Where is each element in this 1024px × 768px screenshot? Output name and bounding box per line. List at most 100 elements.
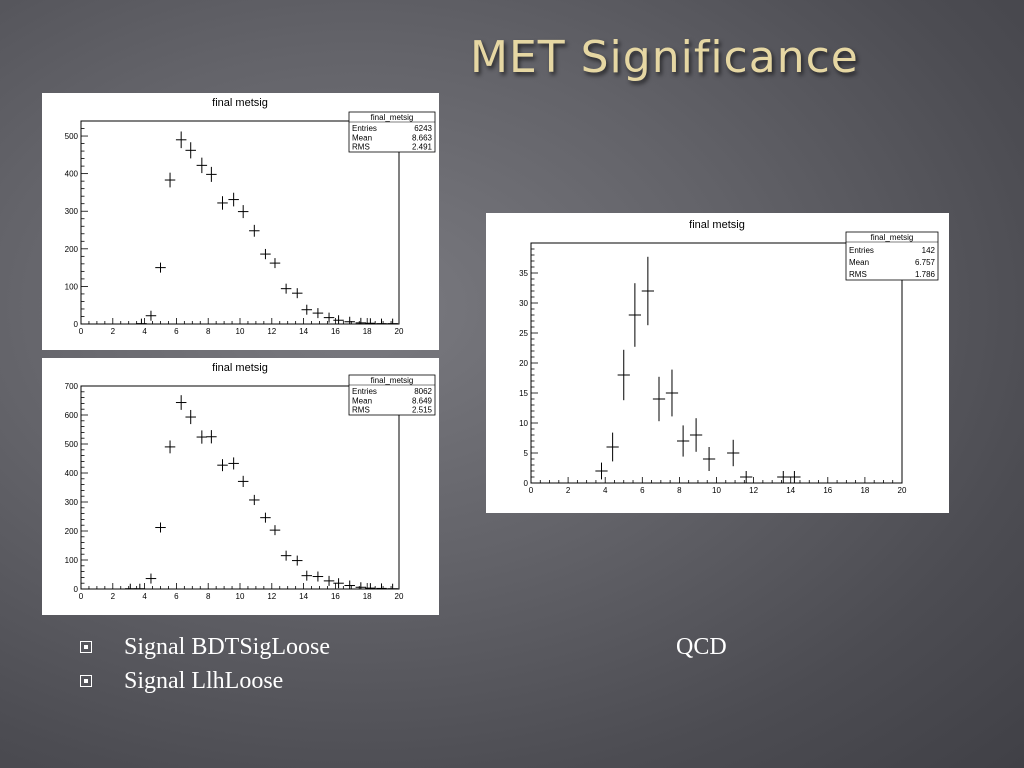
y-tick-label: 700 [65, 382, 79, 391]
data-point [145, 573, 157, 584]
x-tick-label: 18 [363, 592, 372, 601]
data-point [228, 192, 239, 207]
data-point [217, 196, 228, 210]
data-point [134, 583, 146, 590]
qcd-label: QCD [676, 634, 727, 660]
data-point [155, 522, 166, 533]
stats-label: Mean [849, 258, 869, 267]
y-tick-label: 100 [65, 556, 79, 565]
chart-panel-signal-bdtsigloose: final metsig 0 2 4 6 8 10 12 14 16 18 20 0 100 200 300 4… [42, 93, 439, 350]
data-point [269, 258, 281, 269]
data-point [344, 580, 355, 589]
x-tick-label: 12 [267, 592, 276, 601]
stats-value: 8.663 [412, 133, 433, 142]
data-point [689, 418, 703, 452]
data-point [702, 447, 716, 471]
data-point [312, 308, 324, 319]
data-point [249, 494, 260, 506]
data-point [628, 283, 642, 347]
y-tick-label: 35 [519, 269, 528, 278]
x-tick-label: 14 [299, 592, 308, 601]
x-tick-label: 10 [236, 327, 245, 336]
stats-box: final_metsig Entries 8062 Mean 8.649 RMS 2.515 [348, 374, 436, 416]
stats-label: RMS [352, 143, 370, 152]
x-tick-label: 20 [395, 327, 404, 336]
stats-box-name: final_metsig [371, 376, 414, 385]
stats-value: 8.649 [412, 396, 433, 405]
stats-box-name: final_metsig [871, 233, 914, 242]
x-tick-label: 10 [712, 486, 721, 495]
y-tick-label: 600 [65, 411, 79, 420]
y-tick-label: 0 [74, 320, 79, 329]
y-tick-label: 20 [519, 359, 528, 368]
bullet-list: Signal BDTSigLoose Signal LlhLoose [80, 630, 330, 698]
x-tick-label: 10 [236, 592, 245, 601]
stats-label: Entries [352, 124, 377, 133]
y-tick-label: 300 [65, 498, 79, 507]
data-point [788, 471, 801, 483]
y-tick-label: 15 [519, 389, 528, 398]
data-point [665, 369, 679, 417]
data-point [175, 395, 187, 410]
stats-value: 6.757 [915, 258, 936, 267]
data-point [196, 430, 208, 444]
stats-box-name: final_metsig [371, 113, 414, 122]
data-point [206, 166, 217, 182]
data-point [344, 316, 355, 324]
data-point [260, 248, 271, 260]
stats-box-border [348, 374, 436, 416]
x-tick-label: 6 [640, 486, 645, 495]
x-tick-label: 14 [786, 486, 795, 495]
stats-box-border [348, 111, 436, 153]
data-point [175, 131, 187, 149]
x-tick-label: 18 [860, 486, 869, 495]
plot-frame [80, 385, 400, 590]
x-tick-label: 20 [395, 592, 404, 601]
y-tick-label: 100 [65, 282, 79, 291]
x-tick-label: 4 [142, 327, 147, 336]
data-point [312, 571, 324, 582]
data-point [333, 578, 344, 589]
stats-box: final_metsig Entries 6243 Mean 8.663 RMS 2.491 [348, 111, 436, 153]
chart-title: final metsig [212, 362, 268, 374]
data-point [280, 550, 292, 561]
stats-value: 1.786 [915, 270, 936, 279]
y-tick-label: 500 [65, 440, 79, 449]
y-tick-label: 400 [65, 469, 79, 478]
stats-label: Entries [352, 387, 377, 396]
data-point [249, 224, 260, 237]
x-tick-label: 14 [299, 327, 308, 336]
x-tick-label: 0 [79, 327, 84, 336]
stats-box: final_metsig Entries 142 Mean 6.757 RMS 1.786 [845, 231, 939, 281]
data-point [301, 304, 313, 315]
x-tick-label: 8 [206, 327, 211, 336]
data-point [777, 471, 790, 483]
data-point [387, 318, 398, 325]
data-point [164, 172, 176, 188]
chart-title: final metsig [689, 219, 745, 231]
data-point [387, 583, 398, 590]
stats-label: RMS [352, 406, 370, 415]
data-point [164, 440, 176, 454]
y-tick-label: 25 [519, 329, 528, 338]
data-point [206, 430, 217, 444]
x-tick-label: 2 [111, 592, 116, 601]
data-point [595, 462, 608, 480]
data-point [269, 525, 281, 536]
slide-title: MET Significance [470, 32, 859, 83]
data-point [376, 318, 387, 325]
y-tick-label: 200 [65, 527, 79, 536]
data-point [145, 310, 157, 321]
histogram-plot-qcd: final metsig 0 2 4 6 8 10 12 14 16 18 20 0 5 10 15 20 25 3… [519, 219, 939, 495]
bullet-text-signal-bdtsigloose: Signal BDTSigLoose [124, 634, 331, 660]
stats-value: 6243 [414, 124, 432, 133]
y-tick-label: 0 [74, 585, 79, 594]
data-point [228, 457, 239, 470]
square-bullet-icon [80, 675, 92, 687]
x-tick-label: 2 [566, 486, 571, 495]
y-tick-label: 0 [524, 479, 529, 488]
data-point [280, 283, 292, 294]
x-tick-label: 6 [174, 327, 179, 336]
